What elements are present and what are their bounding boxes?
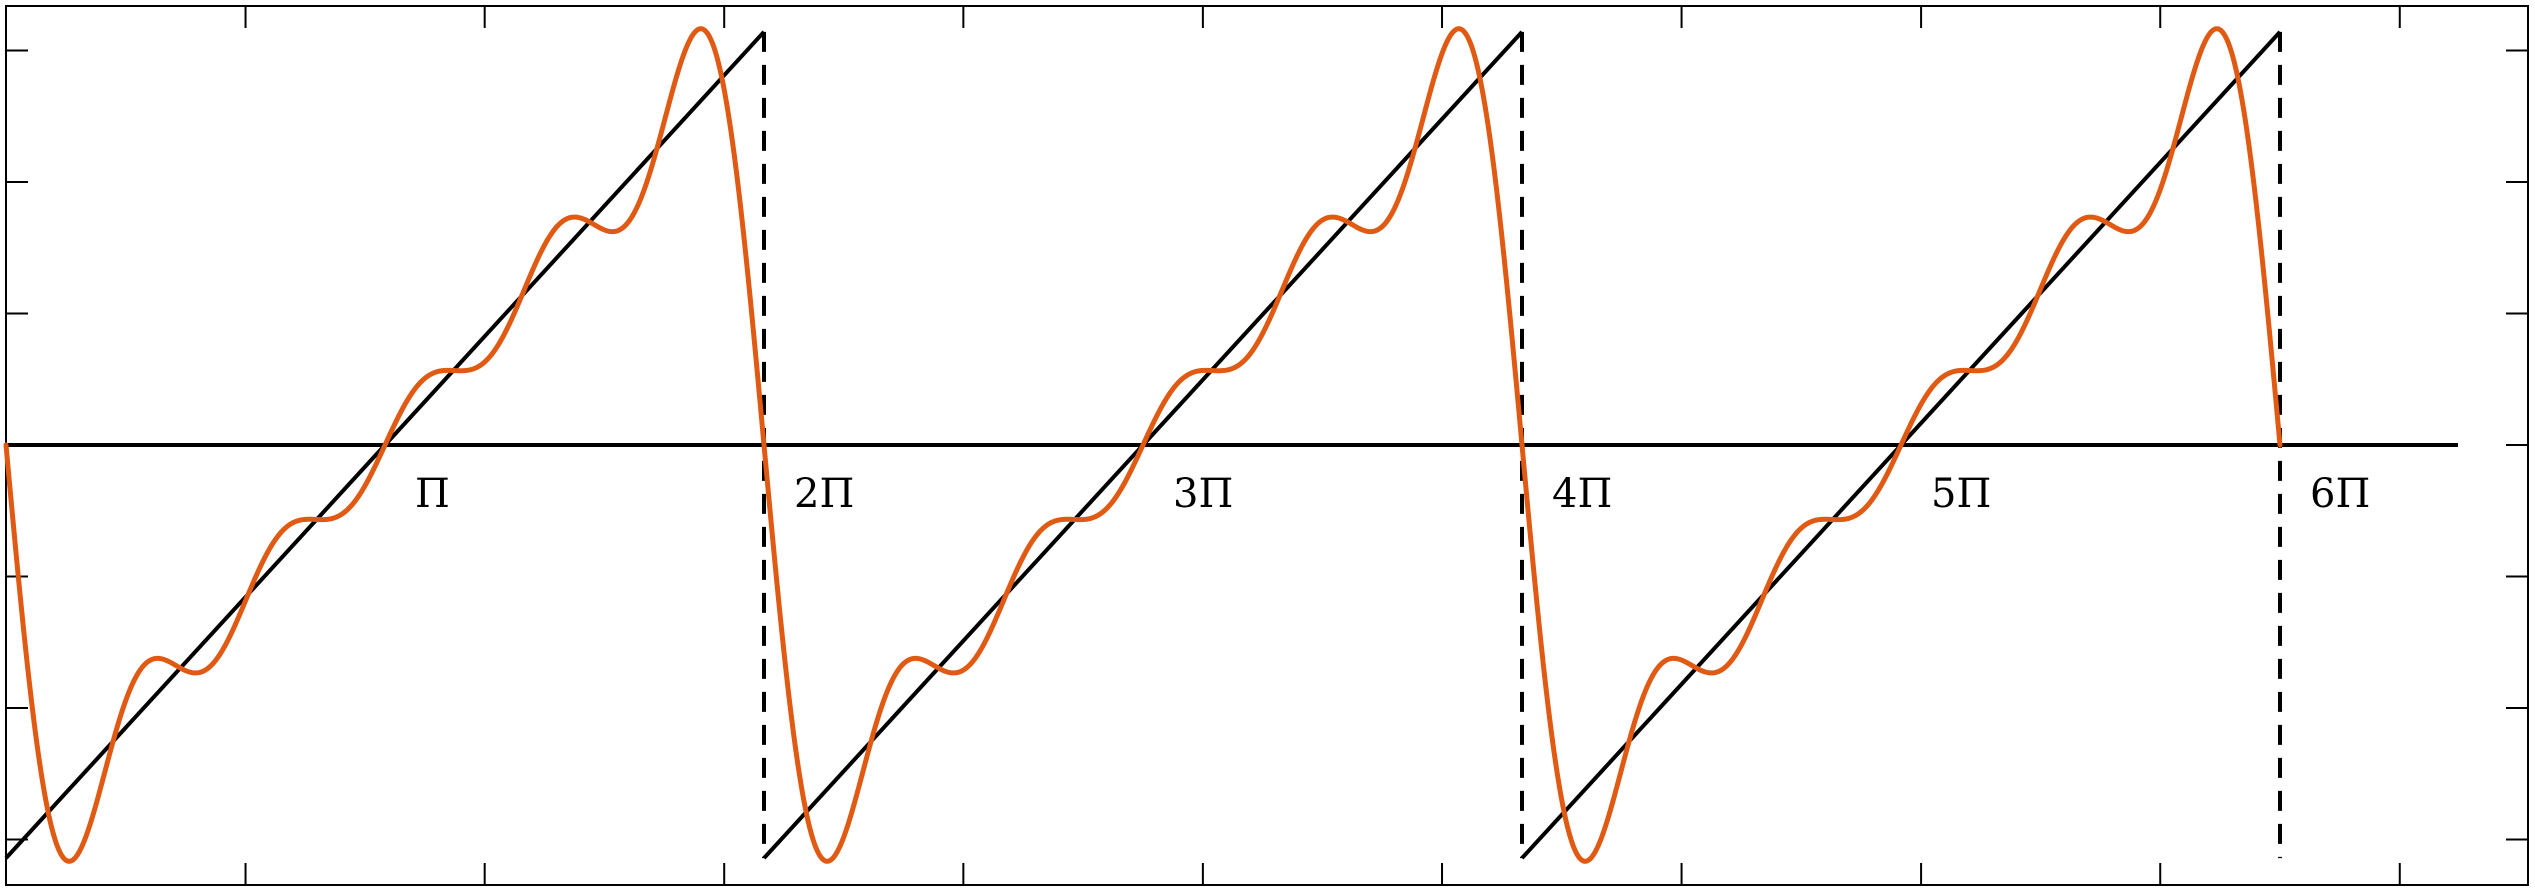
x-tick-label-4: 4Π bbox=[1552, 471, 1612, 517]
fourier-layer bbox=[3, 26, 2283, 864]
x-tick-label-5: 5Π bbox=[1931, 471, 1991, 517]
x-tick-label-2: 2Π bbox=[794, 471, 854, 517]
x-tick-label-1: Π bbox=[415, 471, 450, 517]
x-tick-label-6: 6Π bbox=[2310, 471, 2370, 517]
tick-labels-layer: Π 2Π 3Π 4Π 5Π 6Π bbox=[415, 471, 2370, 517]
x-tick-label-3: 3Π bbox=[1173, 471, 1233, 517]
fourier-series-line bbox=[3, 26, 2283, 864]
ticks-layer bbox=[5, 6, 2528, 885]
